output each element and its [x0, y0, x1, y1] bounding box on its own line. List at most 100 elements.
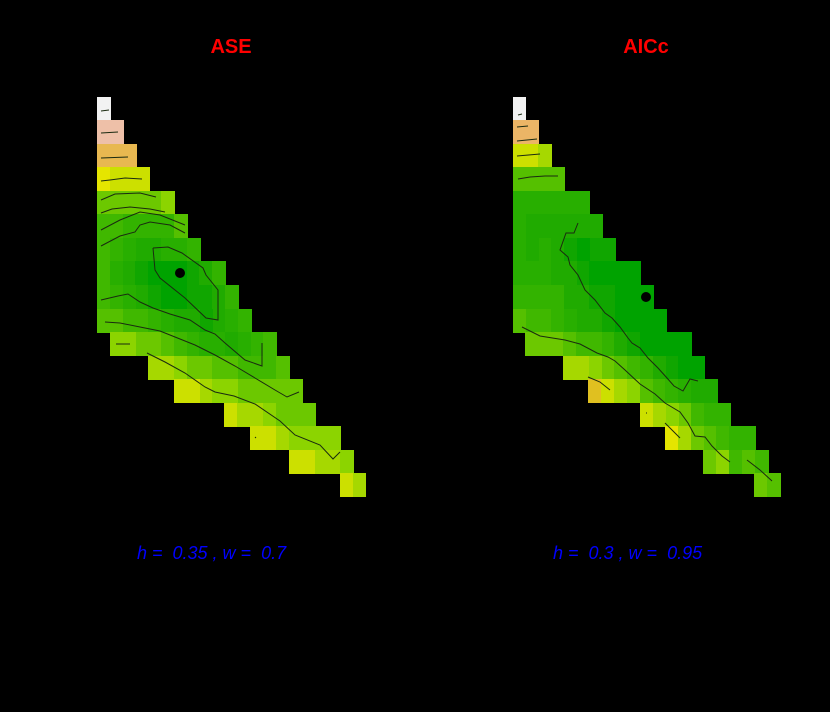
- heatmap-cell: [589, 238, 603, 263]
- heatmap-cell: [97, 285, 111, 310]
- heatmap-cell: [123, 167, 137, 192]
- contour-line: [254, 436, 257, 439]
- heatmap-cell: [601, 356, 615, 381]
- heatmap-cell: [122, 191, 137, 216]
- heatmap-cell: [754, 473, 768, 498]
- heatmap-cell: [148, 332, 162, 357]
- heatmap-cell: [327, 426, 341, 451]
- heatmap-cell: [640, 309, 654, 334]
- heatmap-cell: [538, 238, 552, 263]
- heatmap-cell: [525, 144, 539, 169]
- heatmap-cell: [576, 238, 591, 263]
- heatmap-cell: [161, 309, 175, 334]
- heatmap-cell: [97, 97, 111, 122]
- heatmap-cell: [212, 356, 226, 381]
- heatmap-cell: [576, 191, 590, 216]
- heatmap-cell: [576, 214, 590, 239]
- heatmap-cell: [289, 379, 303, 404]
- heatmap-cell: [588, 356, 602, 381]
- heatmap-cell: [148, 309, 162, 334]
- heatmap-cell: [122, 285, 136, 310]
- heatmap-cell: [615, 309, 629, 334]
- heatmap-cell: [652, 403, 667, 428]
- heatmap-cell: [589, 285, 603, 310]
- contour-line: [587, 376, 611, 391]
- heatmap-cell: [186, 261, 200, 286]
- heatmap-cell: [148, 356, 162, 381]
- heatmap-cell: [564, 309, 578, 334]
- heatmap-cell: [161, 238, 175, 263]
- heatmap-cell: [729, 450, 743, 475]
- heatmap-cell: [614, 285, 629, 310]
- heatmap-cell: [538, 167, 552, 192]
- heatmap-cell: [135, 191, 149, 216]
- contour-line: [100, 109, 110, 112]
- heatmap-cell: [109, 261, 124, 286]
- heatmap-cell: [525, 309, 540, 334]
- heatmap-cell: [703, 426, 718, 451]
- heatmap-cell: [109, 238, 124, 263]
- heatmap-cell: [340, 473, 354, 498]
- heatmap-cell: [199, 356, 213, 381]
- heatmap-cell: [250, 426, 264, 451]
- contour-line: [100, 131, 119, 134]
- heatmap-cell: [161, 191, 175, 216]
- heatmap-cell: [250, 332, 264, 357]
- heatmap-cell: [551, 238, 565, 263]
- contour-line: [104, 321, 300, 398]
- heatmap-cell: [97, 261, 111, 286]
- heatmap-cell: [678, 332, 692, 357]
- heatmap-cell: [301, 450, 316, 475]
- heatmap-cell: [538, 214, 552, 239]
- heatmap-cell: [250, 403, 264, 428]
- heatmap-cell: [678, 403, 693, 428]
- heatmap-cell: [665, 332, 679, 357]
- heatmap-cell: [289, 403, 303, 428]
- heatmap-cell: [238, 379, 252, 404]
- heatmap-cell: [677, 426, 692, 451]
- contour-line: [516, 125, 529, 128]
- heatmap-cell: [691, 403, 705, 428]
- heatmap-cell: [97, 309, 111, 334]
- optimum-marker: [641, 292, 651, 302]
- heatmap-cell: [174, 238, 188, 263]
- contour-line: [664, 422, 681, 439]
- heatmap-cell: [678, 379, 692, 404]
- heatmap-cell: [122, 238, 137, 263]
- heatmap-cell: [639, 332, 654, 357]
- heatmap-cell: [652, 332, 667, 357]
- heatmap-cell: [691, 379, 705, 404]
- heatmap-cell: [148, 214, 162, 239]
- heatmap-cell: [187, 238, 201, 263]
- heatmap-cell: [525, 191, 539, 216]
- heatmap-cell: [551, 167, 565, 192]
- heatmap-cell: [551, 285, 565, 310]
- heatmap-cell: [513, 214, 527, 239]
- heatmap-cell: [173, 285, 188, 310]
- heatmap-cell: [97, 214, 111, 239]
- heatmap-cell: [640, 403, 654, 428]
- heatmap-cell: [161, 261, 175, 286]
- heatmap-cell: [186, 309, 201, 334]
- contour-line: [146, 352, 341, 460]
- heatmap-cell: [742, 450, 756, 475]
- heatmap-cell: [588, 379, 602, 404]
- heatmap-cell: [716, 426, 730, 451]
- heatmap-cell: [538, 191, 552, 216]
- heatmap-cell: [276, 356, 290, 381]
- heatmap-cell: [525, 120, 539, 145]
- optimum-marker: [175, 268, 185, 278]
- heatmap-cell: [161, 285, 175, 310]
- heatmap-cell: [173, 356, 187, 381]
- heatmap-cell: [225, 285, 239, 310]
- heatmap-cell: [627, 261, 641, 286]
- contour-line: [746, 459, 773, 482]
- heatmap-cell: [148, 238, 162, 263]
- heatmap-cell: [589, 261, 603, 286]
- heatmap-cell: [224, 403, 238, 428]
- heatmap-cell: [691, 356, 705, 381]
- heatmap-cell: [601, 332, 615, 357]
- heatmap-cell: [652, 379, 666, 404]
- heatmap-cell: [186, 356, 200, 381]
